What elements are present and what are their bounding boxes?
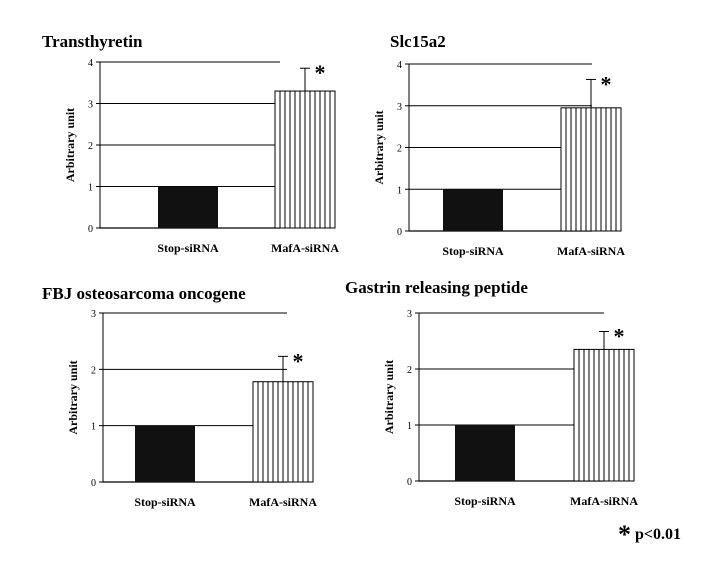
significance-marker: * bbox=[315, 60, 326, 85]
significance-marker: * bbox=[614, 323, 625, 348]
y-tick-label: 2 bbox=[397, 144, 402, 155]
footnote-symbol: * bbox=[618, 520, 631, 549]
y-axis-label: Arbitrary unit bbox=[372, 110, 386, 184]
chart-title: Transthyretin bbox=[42, 32, 143, 51]
y-tick-label: 4 bbox=[88, 58, 93, 69]
chart-panel-transthyretin: Transthyretin 0 1 2 3 4 Arbitrary unit Stop-si… bbox=[40, 30, 340, 270]
y-tick-label: 4 bbox=[397, 60, 402, 71]
x-tick-label: MafA-siRNA bbox=[570, 494, 638, 508]
y-tick-label: 1 bbox=[88, 183, 93, 194]
y-tick-label: 3 bbox=[91, 309, 96, 320]
y-tick-label: 3 bbox=[407, 309, 412, 320]
y-axis-label: Arbitrary unit bbox=[382, 360, 396, 434]
y-axis-label: Arbitrary unit bbox=[66, 360, 80, 434]
chart-plot: 0 1 2 3 4 Arbitrary unit Stop-siRNA * MafA-siRNA bbox=[372, 60, 625, 258]
chart-title: Gastrin releasing peptide bbox=[345, 278, 528, 297]
y-tick-label: 0 bbox=[407, 477, 412, 488]
significance-marker: * bbox=[601, 71, 612, 96]
x-tick-label: Stop-siRNA bbox=[442, 244, 504, 258]
x-tick-label: MafA-siRNA bbox=[557, 244, 625, 258]
y-tick-label: 1 bbox=[397, 185, 402, 196]
y-axis-label: Arbitrary unit bbox=[63, 108, 77, 182]
y-tick-label: 1 bbox=[407, 421, 412, 432]
y-tick-label: 0 bbox=[91, 478, 96, 489]
significance-marker: * bbox=[293, 348, 304, 373]
y-tick-label: 1 bbox=[91, 422, 96, 433]
bar-stop-sirna bbox=[443, 189, 503, 231]
y-tick-label: 0 bbox=[88, 224, 93, 235]
chart-plot: 0 1 2 3 Arbitrary unit Stop-siRNA * MafA-siRNA bbox=[66, 309, 317, 509]
y-tick-label: 3 bbox=[397, 102, 402, 113]
bar-stop-sirna bbox=[455, 425, 515, 481]
chart-panel-gastrin-releasing-peptide: Gastrin releasing peptide 0 1 2 3 Arbitrary … bbox=[345, 276, 685, 516]
bar-stop-sirna bbox=[158, 186, 218, 228]
y-tick-label: 0 bbox=[397, 227, 402, 238]
y-tick-label: 2 bbox=[91, 365, 96, 376]
chart-plot: 0 1 2 3 Arbitrary unit Stop-siRNA * MafA-siRNA bbox=[382, 309, 638, 508]
y-tick-label: 2 bbox=[407, 365, 412, 376]
x-tick-label: MafA-siRNA bbox=[271, 241, 339, 255]
x-tick-label: Stop-siRNA bbox=[157, 241, 219, 255]
y-tick-label: 2 bbox=[88, 141, 93, 152]
x-tick-label: MafA-siRNA bbox=[249, 495, 317, 509]
significance-footnote: * p<0.01 bbox=[618, 520, 681, 550]
bar-stop-sirna bbox=[135, 425, 195, 482]
chart-title: Slc15a2 bbox=[390, 32, 446, 51]
x-tick-label: Stop-siRNA bbox=[454, 494, 516, 508]
x-tick-label: Stop-siRNA bbox=[134, 495, 196, 509]
chart-title: FBJ osteosarcoma oncogene bbox=[42, 284, 246, 303]
y-tick-label: 3 bbox=[88, 100, 93, 111]
chart-plot: 0 1 2 3 4 Arbitrary unit Stop-siRNA * MafA-siRNA bbox=[63, 58, 339, 255]
chart-panel-fbj-osteosarcoma-oncogene: FBJ osteosarcoma oncogene 0 1 2 3 Arbitrary … bbox=[40, 282, 350, 522]
footnote-text: p<0.01 bbox=[635, 526, 682, 543]
chart-panel-slc15a2: Slc15a2 0 1 2 3 4 Arbitrary unit Stop-siRNA * Ma… bbox=[355, 30, 655, 270]
